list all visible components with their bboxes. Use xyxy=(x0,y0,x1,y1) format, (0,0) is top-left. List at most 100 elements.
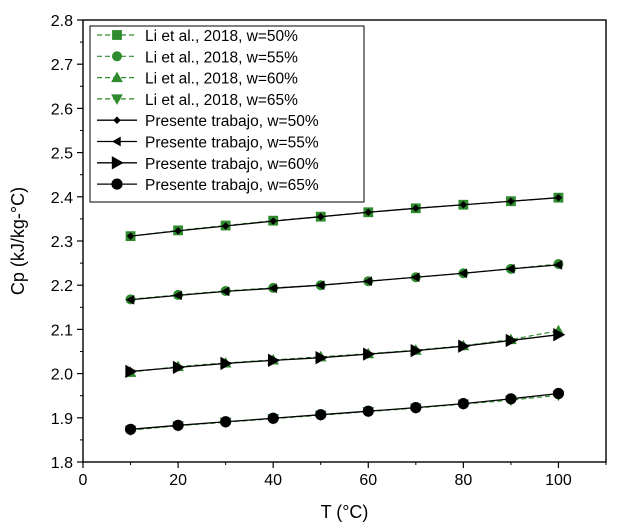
marker-diamond xyxy=(364,208,373,217)
marker-diamond xyxy=(221,222,230,230)
marker-circle xyxy=(172,419,184,431)
x-tick-label: 40 xyxy=(264,472,282,489)
marker-triangle-left xyxy=(125,294,135,305)
legend-label: Li et al., 2018, w=50% xyxy=(145,28,298,45)
legend-entry: Presente trabajo, w=65% xyxy=(97,177,319,194)
marker-circle xyxy=(220,416,232,428)
marker-diamond xyxy=(113,116,121,124)
y-tick-label: 2.0 xyxy=(51,367,73,384)
legend-entry: Li et al., 2018, w=65% xyxy=(97,92,298,109)
marker-circle xyxy=(315,409,327,421)
marker-diamond xyxy=(126,232,135,240)
legend-entry: Presente trabajo, w=55% xyxy=(97,135,319,152)
marker-diamond xyxy=(316,212,325,221)
marker-triangle-right xyxy=(458,339,471,353)
y-tick-label: 2.7 xyxy=(51,57,73,74)
x-axis-label: T (°C) xyxy=(321,502,369,522)
marker-triangle-up xyxy=(111,71,123,83)
y-axis-label: Cp (kJ/kg-°C) xyxy=(8,187,28,295)
marker-triangle-left xyxy=(220,286,230,297)
legend-label: Presente trabajo, w=60% xyxy=(145,156,319,173)
marker-triangle-left xyxy=(112,136,121,147)
legend-entry: Li et al., 2018, w=55% xyxy=(97,49,298,66)
series-8 xyxy=(124,387,565,435)
y-tick-label: 2.4 xyxy=(51,190,73,207)
x-tick-label: 20 xyxy=(169,472,187,489)
marker-diamond xyxy=(412,204,420,213)
marker-triangle-left xyxy=(505,264,515,274)
marker-triangle-right xyxy=(111,156,124,170)
legend-entry: Presente trabajo, w=60% xyxy=(97,156,319,173)
y-tick-label: 2.8 xyxy=(51,13,73,30)
series-7 xyxy=(125,328,566,379)
series-5 xyxy=(126,193,563,240)
marker-circle xyxy=(112,51,123,62)
x-tick-label: 80 xyxy=(454,472,472,489)
marker-square xyxy=(112,30,122,40)
marker-triangle-right xyxy=(553,328,566,342)
marker-circle xyxy=(505,393,517,405)
marker-triangle-left xyxy=(410,272,420,283)
series-2 xyxy=(125,258,564,305)
marker-triangle-right xyxy=(172,360,185,375)
legend-entry: Li et al., 2018, w=50% xyxy=(97,28,298,45)
marker-triangle-left xyxy=(553,260,563,270)
plot-area: 0 20 40 60 80 100 1.8 1.9 2.0 2.1 2.2 2.3 2.4 2.5 2.6 2… xyxy=(51,13,607,489)
series-line xyxy=(130,197,559,237)
y-tick-label: 2.6 xyxy=(51,101,73,118)
marker-circle xyxy=(362,405,374,417)
y-tick-label: 1.9 xyxy=(51,411,73,428)
y-tick-label: 2.1 xyxy=(51,322,73,339)
marker-circle xyxy=(267,412,279,424)
marker-circle xyxy=(552,387,565,400)
series-line xyxy=(130,392,559,430)
legend-box xyxy=(89,25,365,203)
legend-label: Presente trabajo, w=65% xyxy=(145,177,319,194)
marker-circle xyxy=(410,402,422,414)
marker-diamond xyxy=(269,217,277,225)
x-tick-label: 60 xyxy=(359,472,377,489)
legend-label: Li et al., 2018, w=60% xyxy=(145,71,298,88)
marker-triangle-left xyxy=(458,268,468,279)
legend-label: Presente trabajo, w=50% xyxy=(145,113,319,130)
legend-entry: Li et al., 2018, w=60% xyxy=(97,71,298,88)
legend-label: Li et al., 2018, w=55% xyxy=(145,49,298,66)
marker-circle xyxy=(111,178,123,190)
x-tick-label: 100 xyxy=(545,472,572,489)
legend-label: Li et al., 2018, w=65% xyxy=(145,92,298,109)
marker-triangle-left xyxy=(363,276,372,287)
marker-diamond xyxy=(507,197,515,205)
series-3 xyxy=(124,324,565,377)
x-tick-label: 0 xyxy=(79,472,88,489)
series-line xyxy=(130,264,559,301)
y-tick-label: 1.8 xyxy=(51,455,73,472)
series-6 xyxy=(125,260,563,305)
marker-triangle-right xyxy=(220,356,233,371)
marker-triangle-left xyxy=(173,290,182,301)
series-layer xyxy=(124,192,566,437)
marker-triangle-down xyxy=(111,94,123,105)
marker-circle xyxy=(124,423,137,435)
axis-ticks: 0 20 40 60 80 100 1.8 1.9 2.0 2.1 2.2 2.3 2.4 2.5 2.6 2… xyxy=(51,13,607,489)
marker-diamond xyxy=(174,227,182,235)
marker-diamond xyxy=(459,200,468,209)
series-line xyxy=(130,334,559,373)
marker-triangle-right xyxy=(267,353,280,367)
legend-entry: Presente trabajo, w=50% xyxy=(97,113,319,130)
y-tick-label: 2.2 xyxy=(51,278,73,295)
marker-triangle-right xyxy=(505,333,518,348)
marker-circle xyxy=(457,398,469,410)
marker-triangle-left xyxy=(315,280,325,291)
y-tick-label: 2.5 xyxy=(51,146,73,163)
series-line xyxy=(130,197,559,237)
marker-triangle-left xyxy=(268,283,277,294)
marker-triangle-right xyxy=(315,351,328,365)
marker-diamond xyxy=(554,193,563,202)
legend: Li et al., 2018, w=50% Li et al., 2018, w… xyxy=(89,25,365,203)
marker-triangle-right xyxy=(363,347,376,361)
y-tick-label: 2.3 xyxy=(51,234,73,251)
legend-label: Presente trabajo, w=55% xyxy=(145,135,319,152)
marker-triangle-right xyxy=(125,364,138,379)
marker-triangle-right xyxy=(410,343,423,358)
